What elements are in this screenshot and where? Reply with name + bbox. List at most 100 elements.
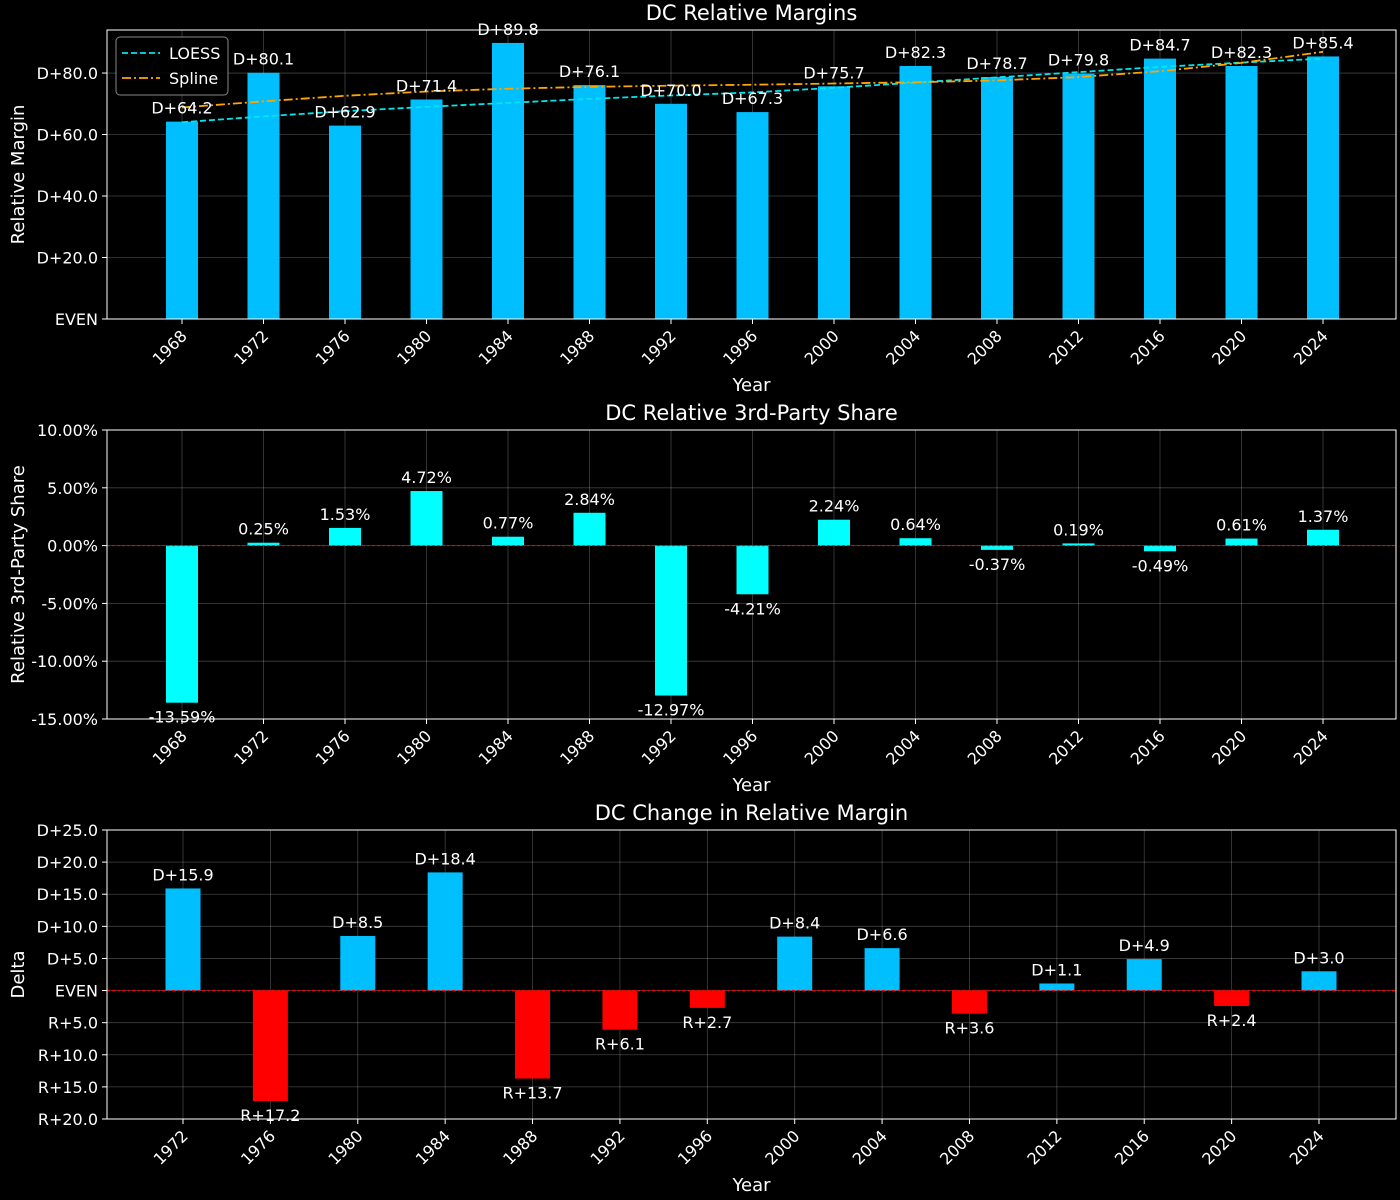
y-axis-label: Relative Margin xyxy=(8,105,29,245)
bar-value-label: 0.61% xyxy=(1216,516,1267,535)
bar-2004 xyxy=(899,65,932,319)
bar-value-label: 2.84% xyxy=(564,490,615,509)
bar-1984 xyxy=(492,536,524,546)
bar-2024 xyxy=(1307,529,1339,546)
y-tick-label: D+40.0 xyxy=(37,187,98,206)
bar-value-label: D+78.7 xyxy=(966,54,1027,73)
y-tick-label: 0.00% xyxy=(47,537,98,556)
bar-value-label: 0.25% xyxy=(238,520,289,539)
bar-1996 xyxy=(689,990,725,1008)
bar-value-label: D+82.3 xyxy=(885,43,946,62)
bar-value-label: 1.37% xyxy=(1298,507,1349,526)
bar-value-label: D+89.8 xyxy=(477,20,538,39)
bar-value-label: -4.21% xyxy=(724,599,781,618)
plot-frame xyxy=(106,429,1397,720)
bar-value-label: D+4.9 xyxy=(1119,936,1170,955)
bar-value-label: 0.77% xyxy=(483,514,534,533)
bar-1968 xyxy=(166,121,198,320)
bar-value-label: D+82.3 xyxy=(1211,43,1272,62)
chart-panel-third-party: -13.59% 0.25% 1.53% 4.72% 0.77% 2.84% -12.97% -… xyxy=(8,401,1397,796)
bar-value-label: R+6.1 xyxy=(595,1035,645,1054)
plot-frame xyxy=(106,29,1397,320)
bar-2012 xyxy=(1039,983,1075,991)
y-axis-label: Relative 3rd-Party Share xyxy=(8,465,29,684)
bar-value-label: -0.49% xyxy=(1132,556,1189,575)
bar-value-label: D+1.1 xyxy=(1031,960,1082,979)
bar-value-label: D+62.9 xyxy=(314,103,375,122)
legend-box xyxy=(115,36,229,96)
bar-1980 xyxy=(410,491,443,546)
bar-2016 xyxy=(1126,959,1162,991)
y-tick-label: D+25.0 xyxy=(37,821,98,840)
bar-value-label: D+75.7 xyxy=(803,63,864,82)
bar-1972 xyxy=(165,888,201,991)
bar-2024 xyxy=(1301,971,1337,991)
bar-2000 xyxy=(818,519,850,546)
bar-1984 xyxy=(427,872,463,991)
bar-value-label: R+3.6 xyxy=(944,1019,994,1038)
bar-value-label: D+18.4 xyxy=(414,849,475,868)
y-tick-label: D+60.0 xyxy=(37,126,98,145)
trend-line-spline xyxy=(181,50,1324,109)
bar-1984 xyxy=(492,42,524,319)
bar-2016 xyxy=(1144,58,1176,319)
bar-1988 xyxy=(515,990,551,1079)
y-tick-label: D+20.0 xyxy=(37,853,98,872)
bar-1976 xyxy=(252,990,288,1102)
bar-value-label: D+71.4 xyxy=(396,76,457,95)
y-tick-label: D+5.0 xyxy=(47,949,98,968)
legend: LOESS Spline xyxy=(115,36,229,96)
bar-value-label: D+79.8 xyxy=(1048,51,1109,70)
y-tick-label: R+10.0 xyxy=(38,1046,98,1065)
bar-value-label: D+8.5 xyxy=(332,913,383,932)
bar-value-label: D+8.4 xyxy=(769,914,820,933)
x-axis-label: Year xyxy=(731,775,771,796)
bar-1992 xyxy=(655,545,687,696)
bar-2012 xyxy=(1062,73,1095,320)
y-tick-label: EVEN xyxy=(55,310,98,329)
bar-value-label: R+13.7 xyxy=(502,1084,562,1103)
bar-value-label: 0.19% xyxy=(1053,520,1104,539)
bar-value-label: 2.24% xyxy=(809,497,860,516)
bar-2004 xyxy=(899,538,932,546)
bar-2020 xyxy=(1225,538,1258,546)
bar-2016 xyxy=(1144,545,1176,552)
x-axis-label: Year xyxy=(731,1175,771,1196)
bar-value-label: D+3.0 xyxy=(1293,948,1344,967)
bar-1992 xyxy=(602,990,638,1030)
bar-value-label: D+67.3 xyxy=(722,89,783,108)
bar-value-label: -13.59% xyxy=(149,708,216,727)
y-tick-label: -5.00% xyxy=(41,594,98,613)
y-tick-label: 5.00% xyxy=(47,479,98,498)
bar-value-label: 0.64% xyxy=(890,515,941,534)
bar-2008 xyxy=(981,77,1013,319)
chart-title: DC Change in Relative Margin xyxy=(595,801,909,825)
trend-line-loess xyxy=(181,57,1324,124)
bar-1976 xyxy=(329,527,361,546)
bar-2008 xyxy=(981,545,1013,550)
bar-value-label: D+64.2 xyxy=(151,99,212,118)
bar-1988 xyxy=(573,85,606,319)
bar-2012 xyxy=(1062,543,1095,546)
bar-2000 xyxy=(818,86,850,320)
bar-2004 xyxy=(864,948,900,991)
y-tick-label: D+15.0 xyxy=(37,885,98,904)
x-axis-label: Year xyxy=(731,375,771,396)
bar-value-label: R+2.7 xyxy=(682,1013,732,1032)
y-tick-label: EVEN xyxy=(55,982,98,1001)
y-tick-label: -15.00% xyxy=(31,710,98,729)
chart-title: DC Relative Margins xyxy=(646,1,858,25)
bar-value-label: D+6.6 xyxy=(856,925,907,944)
bar-value-label: R+17.2 xyxy=(240,1106,300,1125)
bar-value-label: R+2.4 xyxy=(1207,1011,1257,1030)
bar-value-label: 1.53% xyxy=(320,505,371,524)
plot-frame xyxy=(106,829,1397,1120)
y-tick-label: D+20.0 xyxy=(37,249,98,268)
bar-value-label: D+76.1 xyxy=(559,62,620,81)
y-tick-label: -10.00% xyxy=(31,652,98,671)
bar-2020 xyxy=(1225,65,1258,319)
bar-1980 xyxy=(410,99,443,320)
bar-2000 xyxy=(777,936,813,991)
y-tick-label: D+80.0 xyxy=(37,64,98,83)
